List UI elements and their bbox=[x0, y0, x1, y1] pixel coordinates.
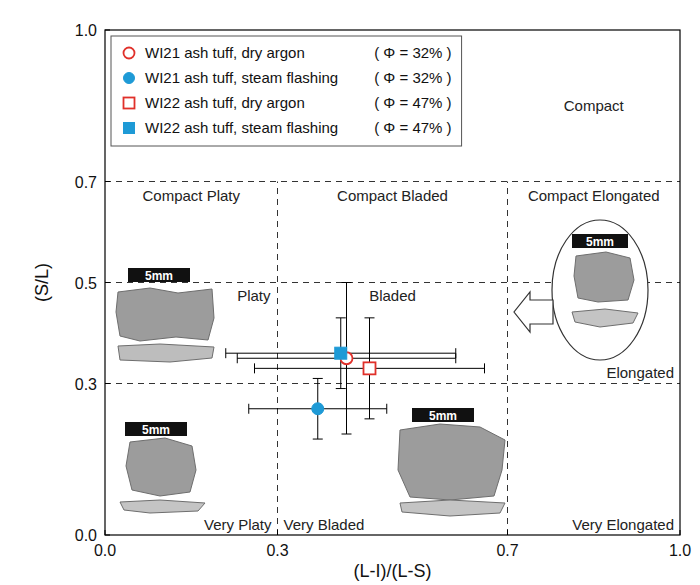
x-tick-label: 0.0 bbox=[94, 542, 116, 559]
y-error-bar bbox=[336, 318, 346, 389]
region-label: Very Bladed bbox=[284, 516, 365, 533]
legend-porosity: ( Φ = 32% ) bbox=[374, 44, 451, 61]
inset-ellipse bbox=[552, 220, 648, 360]
legend-label: WI21 ash tuff, dry argon bbox=[145, 44, 305, 61]
x-tick-label: 0.3 bbox=[266, 542, 288, 559]
y-tick-label: 0.3 bbox=[75, 376, 97, 393]
legend-box bbox=[111, 36, 462, 146]
x-tick bbox=[680, 530, 681, 535]
y-tick bbox=[105, 383, 110, 384]
y-tick-label: 0.7 bbox=[75, 174, 97, 191]
region-label: Platy bbox=[237, 287, 271, 304]
y-axis-title: (S/L) bbox=[32, 263, 52, 302]
x-error-bar bbox=[255, 363, 485, 373]
legend-label: WI21 ash tuff, steam flashing bbox=[145, 69, 338, 86]
particle-side bbox=[120, 500, 205, 513]
y-error-bar bbox=[313, 378, 323, 439]
y-tick-label: 0.0 bbox=[75, 527, 97, 544]
inset-arrow bbox=[514, 292, 553, 332]
scale-bar bbox=[412, 408, 474, 422]
particle-side bbox=[400, 500, 505, 516]
chart: 0.0 0.3 0.7 1.0 0.0 0.3 0.5 0.7 1.0 (L-I)/(L-S) (S… bbox=[0, 0, 700, 585]
particle-top bbox=[126, 438, 196, 496]
legend-porosity: ( Φ = 32% ) bbox=[374, 69, 451, 86]
legend-marker bbox=[124, 73, 135, 84]
grid-line bbox=[105, 383, 680, 384]
x-axis-title: (L-I)/(L-S) bbox=[354, 561, 432, 581]
scale-bar bbox=[572, 234, 628, 248]
x-error-bar bbox=[226, 348, 456, 358]
data-group bbox=[226, 283, 485, 440]
data-point bbox=[335, 347, 347, 359]
y-tick-label: 1.0 bbox=[75, 22, 97, 39]
y-tick-label: 0.5 bbox=[75, 275, 97, 292]
legend: WI21 ash tuff, dry argon ( Φ = 32% ) WI21 … bbox=[111, 36, 462, 146]
scale-bar bbox=[125, 422, 187, 436]
scale-bar-label: 5mm bbox=[586, 235, 614, 249]
legend-marker bbox=[124, 48, 135, 59]
scale-bar-label: 5mm bbox=[145, 269, 173, 283]
x-tick bbox=[277, 530, 278, 535]
x-tick-label: 0.7 bbox=[496, 542, 518, 559]
particle-side bbox=[572, 309, 638, 327]
grid-line bbox=[507, 182, 508, 536]
scale-bar-label: 5mm bbox=[142, 423, 170, 437]
legend-porosity: ( Φ = 47% ) bbox=[374, 119, 451, 136]
region-label: Compact Bladed bbox=[337, 187, 448, 204]
region-label: Bladed bbox=[369, 287, 416, 304]
region-label: Compact bbox=[564, 97, 625, 114]
y-tick bbox=[105, 181, 110, 182]
legend-label: WI22 ash tuff, dry argon bbox=[145, 94, 305, 111]
particle-top bbox=[398, 424, 505, 500]
scale-bar bbox=[128, 268, 190, 282]
region-label: Compact Platy bbox=[142, 187, 240, 204]
particle-top bbox=[574, 252, 634, 302]
region-label: Very Platy bbox=[204, 516, 272, 533]
x-tick bbox=[507, 530, 508, 535]
y-tick bbox=[105, 535, 110, 536]
region-label: Compact Elongated bbox=[528, 187, 660, 204]
region-label: Very Elongated bbox=[572, 516, 674, 533]
y-tick bbox=[105, 282, 110, 283]
y-error-bar bbox=[365, 318, 375, 419]
plot-frame bbox=[105, 30, 680, 535]
region-label: Elongated bbox=[606, 364, 674, 381]
grid-line bbox=[105, 181, 680, 182]
particle-side bbox=[118, 344, 214, 362]
y-tick bbox=[105, 30, 110, 31]
legend-marker bbox=[124, 98, 135, 109]
x-tick-label: 1.0 bbox=[669, 542, 691, 559]
particle-top bbox=[116, 288, 214, 341]
legend-porosity: ( Φ = 47% ) bbox=[374, 94, 451, 111]
x-error-bar bbox=[249, 404, 387, 414]
scale-bar-label: 5mm bbox=[429, 409, 457, 423]
legend-marker bbox=[124, 123, 135, 134]
particle-images: 5mm 5mm 5mm 5mm bbox=[116, 220, 648, 516]
x-tick bbox=[105, 530, 106, 535]
legend-label: WI22 ash tuff, steam flashing bbox=[145, 119, 338, 136]
data-point bbox=[312, 403, 324, 415]
data-point bbox=[364, 362, 376, 374]
